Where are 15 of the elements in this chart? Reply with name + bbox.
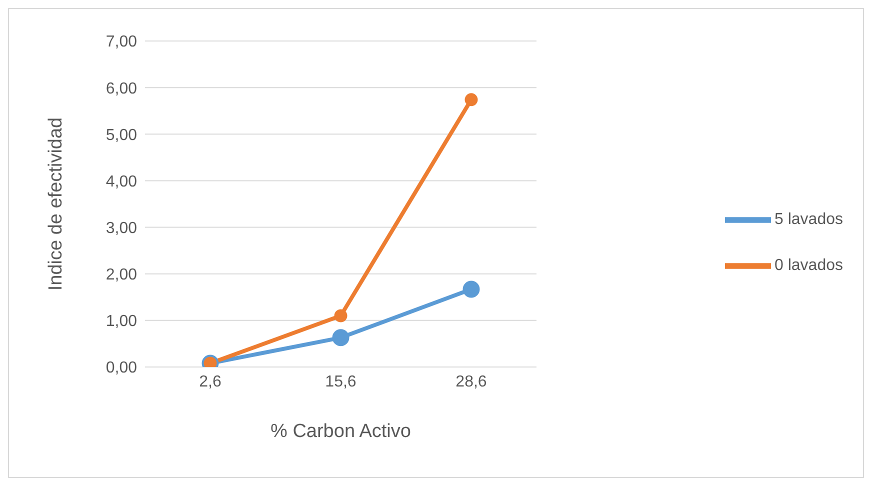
y-tick-label: 7,00 xyxy=(106,34,138,51)
y-tick-label: 6,00 xyxy=(106,80,138,98)
y-tick-label: 0,00 xyxy=(106,360,138,377)
legend-label: 0 lavados xyxy=(774,257,843,274)
y-axis-title: Indice de efectividad xyxy=(46,117,67,291)
x-tick-label: 2,6 xyxy=(199,373,222,390)
x-axis-title: % Carbon Activo xyxy=(270,421,411,442)
y-tick-label: 2,00 xyxy=(106,266,138,284)
y-tick-label: 1,00 xyxy=(106,313,138,330)
y-tick-label: 5,00 xyxy=(106,126,138,144)
x-tick-label: 15,6 xyxy=(325,373,356,390)
x-tick-label: 28,6 xyxy=(456,373,487,390)
y-tick-label: 4,00 xyxy=(106,173,138,190)
y-tick-label: 3,00 xyxy=(106,220,138,237)
legend-label: 5 lavados xyxy=(774,211,843,228)
